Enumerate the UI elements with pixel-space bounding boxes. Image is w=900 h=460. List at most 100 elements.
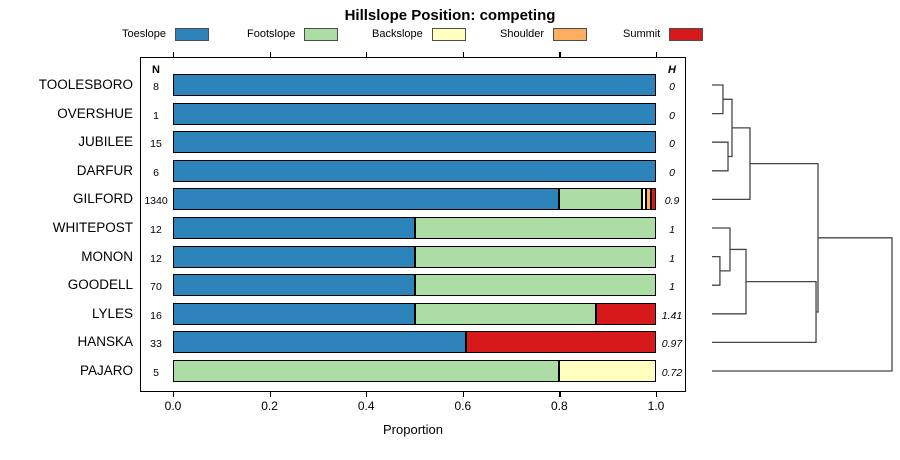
axis-tick-label: 0.2 <box>261 399 278 413</box>
h-value: 0 <box>669 138 675 151</box>
row-label: PAJARO <box>79 363 133 378</box>
row-label: WHITEPOST <box>52 220 133 235</box>
n-value: 1340 <box>144 195 168 208</box>
dendrogram-branch <box>712 127 751 201</box>
legend-label: Shoulder <box>500 28 545 40</box>
row-label: DARFUR <box>76 162 133 178</box>
legend-label: Backslope <box>372 28 423 40</box>
bar-segment-toeslope <box>173 302 415 325</box>
h-value: 1.41 <box>661 309 683 322</box>
n-value: 16 <box>150 309 162 322</box>
bar-segment-toeslope <box>173 74 656 96</box>
row-label: JUBILEE <box>78 134 133 150</box>
bar-segment-shoulder <box>646 188 652 211</box>
legend-label: Toeslope <box>122 28 167 40</box>
h-value: 0.9 <box>664 195 680 208</box>
n-column-header: N <box>152 64 160 76</box>
axis-tick <box>269 392 271 397</box>
row-label: OVERSHUE <box>57 105 133 121</box>
h-value: 0 <box>669 81 675 93</box>
legend-swatch <box>175 27 210 41</box>
n-value: 15 <box>150 138 162 151</box>
legend-item: Footslope <box>247 27 339 41</box>
n-value: 12 <box>150 224 162 236</box>
dendrogram-branch <box>712 255 721 286</box>
row-label: LYLES <box>91 305 133 321</box>
legend-label: Footslope <box>247 28 296 40</box>
bar-segment-backslope <box>641 188 647 211</box>
bar-segment-toeslope <box>173 245 415 268</box>
n-value: 8 <box>153 81 159 93</box>
axis-tick <box>559 392 561 397</box>
axis-tick <box>269 52 271 57</box>
dendrogram-branch <box>712 84 724 115</box>
axis-tick-label: 0.0 <box>164 399 182 413</box>
h-value: 0 <box>669 166 675 179</box>
dendrogram-branch <box>712 248 747 315</box>
h-value: 0.72 <box>661 367 683 379</box>
axis-tick <box>173 52 175 57</box>
axis-tick-label: 1.0 <box>647 399 665 413</box>
axis-tick-label: 0.8 <box>551 399 568 413</box>
n-value: 5 <box>153 367 159 379</box>
legend-swatch <box>669 27 704 41</box>
axis-tick <box>462 52 464 57</box>
n-value: 33 <box>150 338 162 351</box>
h-value: 0 <box>669 109 675 122</box>
legend-swatch <box>304 27 339 41</box>
bar-segment-footslope <box>414 217 656 239</box>
n-value: 70 <box>150 281 162 294</box>
axis-tick-label: 0.4 <box>357 399 375 413</box>
bar-segment-summit <box>465 331 656 354</box>
legend-item: Backslope <box>372 27 466 41</box>
x-axis-title: Proportion <box>383 422 443 437</box>
h-value: 1 <box>669 224 675 236</box>
axis-tick <box>173 392 175 397</box>
row-label: GILFORD <box>72 191 133 207</box>
legend-swatch <box>431 27 466 41</box>
bar-segment-footslope <box>414 245 656 268</box>
legend-item: Toeslope <box>122 27 210 41</box>
bar-segment-summit <box>651 188 656 211</box>
row-label: HANSKA <box>77 334 133 350</box>
axis-tick <box>366 52 368 57</box>
dendrogram-branch <box>749 163 819 313</box>
dendrogram-branch <box>712 141 729 172</box>
h-column-header: H <box>668 64 676 76</box>
bar-segment-footslope <box>414 302 596 325</box>
dendrogram-branch <box>712 237 893 372</box>
dendrogram-branch <box>712 227 731 272</box>
bar-segment-backslope <box>559 360 656 382</box>
bar-segment-footslope <box>559 188 642 211</box>
axis-tick-label: 0.6 <box>454 399 472 413</box>
bar-segment-toeslope <box>173 217 415 239</box>
bar-segment-toeslope <box>173 274 415 297</box>
axis-tick <box>656 392 658 397</box>
bar-segment-toeslope <box>173 331 466 354</box>
row-label: TOOLESBORO <box>38 77 133 92</box>
n-value: 1 <box>153 109 159 122</box>
axis-tick <box>366 392 368 397</box>
row-label: GOODELL <box>67 277 133 293</box>
dendrogram-branch <box>712 280 817 344</box>
bar-segment-toeslope <box>173 188 560 211</box>
bar-segment-summit <box>595 302 656 325</box>
axis-tick <box>559 52 561 57</box>
bar-segment-footslope <box>173 360 560 382</box>
bar-segment-toeslope <box>173 102 656 125</box>
bar-segment-footslope <box>414 274 656 297</box>
legend-swatch <box>553 27 588 41</box>
h-value: 1 <box>669 252 675 265</box>
axis-tick <box>656 52 658 57</box>
h-value: 1 <box>669 281 675 294</box>
legend-item: Shoulder <box>500 27 588 41</box>
n-value: 6 <box>153 166 159 179</box>
axis-tick <box>462 392 464 397</box>
n-value: 12 <box>150 252 162 265</box>
legend-item: Summit <box>623 27 704 41</box>
row-label: MONON <box>81 248 133 264</box>
bar-segment-toeslope <box>173 131 656 154</box>
chart-title: Hillslope Position: competing <box>344 7 556 24</box>
